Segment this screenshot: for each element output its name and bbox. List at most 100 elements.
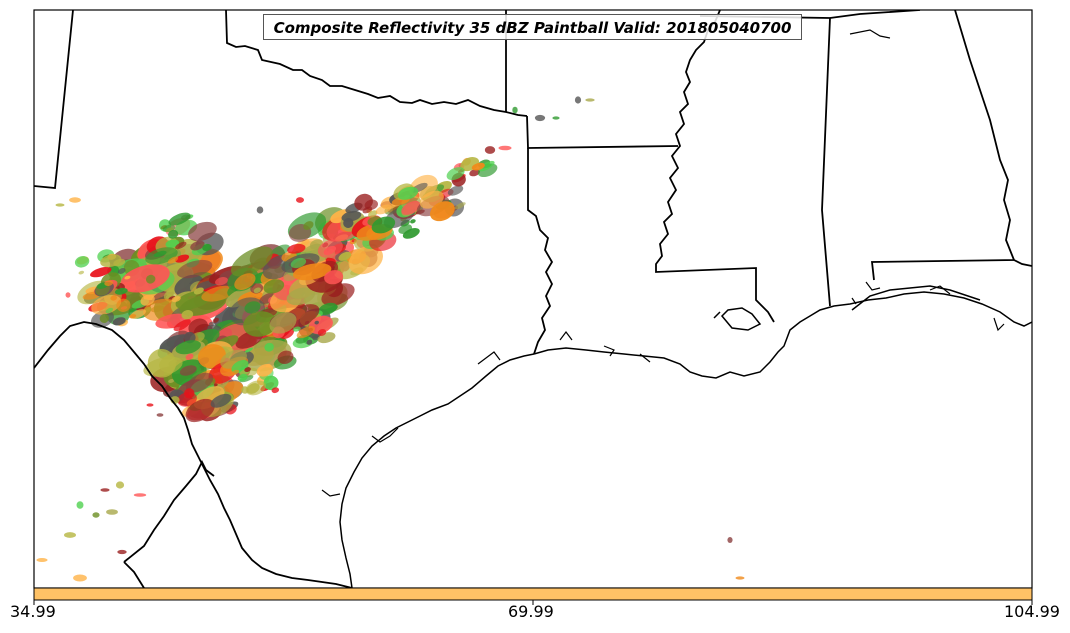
paintball-blob	[574, 96, 582, 104]
colorbar-label-min: 34.99	[10, 602, 56, 621]
paintball-blob	[197, 344, 226, 369]
paintball-blob	[303, 221, 314, 230]
paintball-blob	[364, 199, 378, 211]
paintball-blob	[115, 481, 125, 489]
paintball-blob	[168, 212, 191, 226]
paintball-blob	[263, 279, 285, 294]
border-mexico	[34, 321, 353, 588]
paintball-blob	[186, 372, 214, 393]
paintball-blob	[401, 200, 421, 215]
paintball-blob	[99, 313, 109, 323]
border-mississippi	[655, 10, 775, 323]
paintball-blob	[343, 218, 354, 228]
paintball-blob	[168, 229, 179, 239]
border-fl-ga	[1013, 259, 1032, 267]
paintball-blob	[287, 243, 306, 254]
paintball-blob	[469, 168, 481, 177]
paintball-blob	[179, 365, 197, 376]
paintball-blob	[296, 197, 304, 203]
colorbar	[33, 587, 1033, 601]
paintball-blob	[256, 206, 264, 214]
paintball-blob	[78, 270, 85, 275]
coastlines	[339, 285, 1032, 588]
paintball-blob	[367, 210, 378, 218]
colorbar-label-max: 104.99	[1004, 602, 1060, 621]
paintball-blob	[65, 292, 71, 298]
paintball-blob	[90, 266, 112, 278]
paintball-blob	[446, 167, 465, 181]
paintball-blob	[145, 274, 156, 284]
paintball-blob	[117, 549, 127, 555]
paintball-blob	[105, 307, 114, 314]
paintball-blob	[447, 185, 464, 196]
paintball-blob	[237, 373, 248, 382]
paintball-blob	[253, 287, 261, 294]
paintball-blob	[173, 319, 191, 332]
paintball-blob	[106, 509, 118, 515]
paintball-blob	[104, 280, 114, 286]
coast-la	[533, 291, 1032, 379]
paintball-blob	[76, 501, 84, 509]
paintball-blob	[230, 369, 240, 375]
paintball-blob	[552, 116, 560, 120]
paintball-blob	[270, 244, 290, 257]
paintball-blob	[290, 257, 307, 269]
paintball-blob	[735, 576, 745, 580]
paintball-blob	[429, 201, 455, 222]
paintball-blob	[215, 277, 228, 286]
paintball-blob	[348, 245, 383, 275]
paintball-blob	[230, 246, 273, 277]
paintball-blob	[243, 311, 277, 337]
paintball-blob	[314, 320, 319, 325]
paintball-blob	[177, 392, 197, 407]
paintball-blob	[338, 251, 352, 261]
paintball-blob	[293, 263, 332, 281]
paintball-blob	[244, 367, 251, 373]
paintball-blob	[100, 254, 122, 268]
paintball-blob	[202, 243, 212, 252]
paintball-blob	[156, 413, 164, 417]
paintball-blob	[277, 350, 294, 364]
paintball-blob	[371, 216, 396, 234]
paintball-blob	[212, 317, 219, 323]
paintball-blob	[263, 375, 279, 391]
paintball-blob	[244, 301, 261, 314]
paintball-blob	[317, 328, 327, 337]
paintball-blob	[256, 363, 274, 377]
paintball-blob	[245, 380, 266, 396]
paintball-blob	[162, 224, 176, 233]
paintball-blob	[317, 239, 343, 258]
border-ok-tx	[225, 10, 528, 117]
paintball-blob	[92, 512, 100, 518]
paintball-blob	[118, 268, 126, 274]
paintball-blob	[114, 287, 128, 295]
paintball-blob	[244, 347, 253, 353]
paintball-blob	[241, 386, 249, 394]
paintball-blob	[234, 273, 256, 290]
paintball-blob	[292, 326, 301, 332]
paintball-blob	[55, 203, 65, 207]
paintball-blob	[153, 250, 167, 257]
paintball-blob	[143, 356, 183, 377]
coast-texas	[339, 353, 535, 588]
paintball-blob	[167, 256, 179, 264]
paintball-blob	[171, 296, 181, 303]
colorbar-label-mid: 69.99	[508, 602, 554, 621]
paintball-blob	[210, 393, 232, 408]
paintball-blob	[585, 98, 595, 102]
paintball-blob	[471, 162, 485, 171]
coast-inner	[713, 311, 721, 319]
paintball-blob	[498, 145, 512, 151]
paintball-blob	[124, 275, 131, 280]
paintball-blob	[454, 202, 466, 210]
paintball-blob	[120, 264, 170, 293]
paintball-blob	[36, 558, 48, 562]
paintball-blob	[185, 353, 194, 361]
paintball-blob	[534, 114, 546, 122]
paintball-blob	[112, 317, 126, 326]
border-nm-az	[34, 10, 74, 189]
paintball-blob	[116, 298, 131, 312]
paintball-blob	[100, 488, 110, 492]
paintball-blob	[69, 197, 81, 203]
